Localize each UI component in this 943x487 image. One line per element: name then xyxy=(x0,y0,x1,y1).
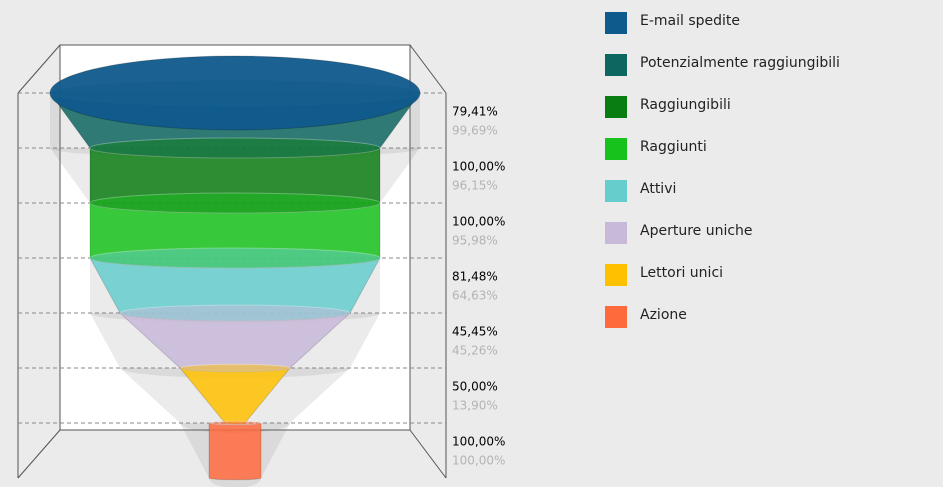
legend-swatch xyxy=(605,306,627,328)
legend-swatch xyxy=(605,264,627,286)
legend-label: Azione xyxy=(640,307,687,323)
legend-label: Raggiunti xyxy=(640,139,707,155)
segment-top xyxy=(208,420,262,426)
segment-top xyxy=(119,304,351,322)
rate-label: 99,69% xyxy=(452,124,498,138)
rate-label: 100,00% xyxy=(452,215,505,229)
legend-label: Raggiungibili xyxy=(640,97,731,113)
funnel-top xyxy=(49,55,421,131)
segment-top xyxy=(179,363,291,373)
legend-swatch xyxy=(605,222,627,244)
rate-label: 81,48% xyxy=(452,270,498,284)
rate-label: 50,00% xyxy=(452,380,498,394)
rate-label: 100,00% xyxy=(452,454,505,468)
rate-label: 13,90% xyxy=(452,399,498,413)
rate-label: 45,45% xyxy=(452,325,498,339)
legend-label: Aperture uniche xyxy=(640,223,753,239)
rate-label: 95,98% xyxy=(452,234,498,248)
legend-swatch xyxy=(605,138,627,160)
segment-top xyxy=(89,137,381,159)
legend-swatch xyxy=(605,96,627,118)
legend-label: E-mail spedite xyxy=(640,13,740,29)
segment-top xyxy=(89,247,381,269)
legend-swatch xyxy=(605,54,627,76)
legend-label: Attivi xyxy=(640,181,676,197)
rate-label: 96,15% xyxy=(452,179,498,193)
frame xyxy=(17,44,447,479)
legend-label: Lettori unici xyxy=(640,265,723,281)
legend-swatch xyxy=(605,12,627,34)
rate-label: 64,63% xyxy=(452,289,498,303)
segment-top xyxy=(89,192,381,214)
legend-label: Potenzialmente raggiungibili xyxy=(640,55,840,71)
rate-label: 100,00% xyxy=(452,160,505,174)
rate-label: 45,26% xyxy=(452,344,498,358)
funnel-segment xyxy=(208,422,262,481)
rate-label: 100,00% xyxy=(452,435,505,449)
legend-swatch xyxy=(605,180,627,202)
rate-label: 79,41% xyxy=(452,105,498,119)
